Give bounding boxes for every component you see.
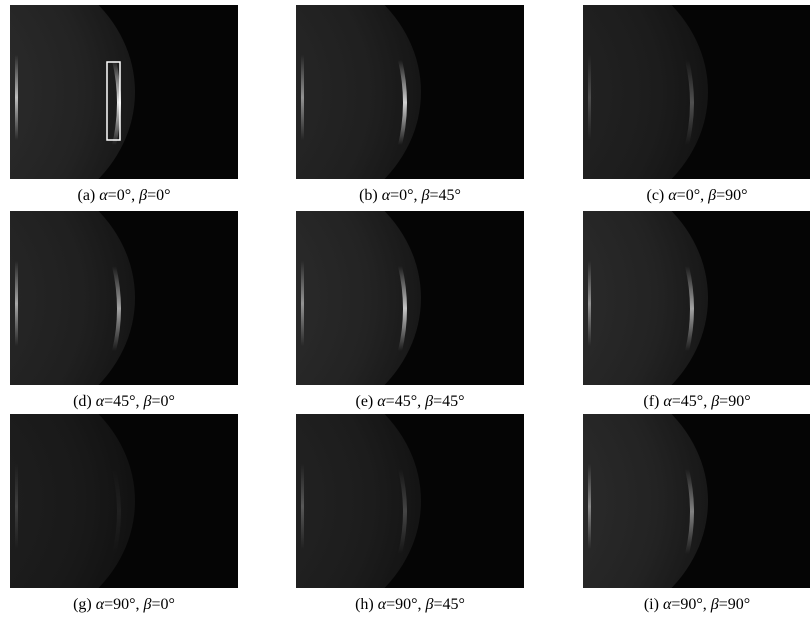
caption-part: (h) xyxy=(355,596,378,613)
caption-part: =45° xyxy=(434,596,465,613)
edge-line xyxy=(301,55,304,140)
caption-part: =0° xyxy=(152,596,175,613)
edge-line xyxy=(588,464,591,549)
caption-part: =90°, xyxy=(671,596,710,613)
caption-part: β xyxy=(710,393,719,410)
caption-part: =90°, xyxy=(104,596,143,613)
caption: (f) α=45°, β=90° xyxy=(643,393,750,410)
caption: (i) α=90°, β=90° xyxy=(644,596,750,613)
caption: (a) α=0°, β=0° xyxy=(78,187,171,204)
caption-part: (e) xyxy=(356,393,378,410)
caption-part: =0°, xyxy=(108,187,139,204)
caption-part: =0°, xyxy=(677,187,708,204)
caption: (e) α=45°, β=45° xyxy=(356,393,465,410)
caption-part: =45°, xyxy=(672,393,711,410)
caption: (h) α=90°, β=45° xyxy=(355,596,465,613)
caption-part: β xyxy=(138,187,147,204)
caption-part: =90° xyxy=(716,187,747,204)
caption-part: =90° xyxy=(719,596,750,613)
caption-part: =45° xyxy=(433,393,464,410)
caption-part: =45°, xyxy=(104,393,143,410)
caption-part: (c) xyxy=(647,187,669,204)
caption-part: =90°, xyxy=(386,596,425,613)
caption: (b) α=0°, β=45° xyxy=(359,187,461,204)
edge-line xyxy=(301,464,304,549)
caption: (g) α=90°, β=0° xyxy=(73,596,175,613)
caption-part: =45°, xyxy=(386,393,425,410)
caption-part: =45° xyxy=(430,187,461,204)
caption-part: β xyxy=(710,596,719,613)
caption: (d) α=45°, β=0° xyxy=(73,393,175,410)
edge-line xyxy=(15,261,18,346)
caption-part: (g) xyxy=(73,596,96,613)
caption-part: =0° xyxy=(147,187,170,204)
edge-line xyxy=(588,55,591,140)
figure: (a) α=0°, β=0° (b) α=0°, β=45° (c) α=0°, β… xyxy=(0,0,810,621)
edge-line xyxy=(588,261,591,346)
caption-part: (b) xyxy=(359,187,382,204)
caption-part: (a) xyxy=(78,187,100,204)
caption-part: β xyxy=(143,596,152,613)
caption-part: β xyxy=(424,393,433,410)
caption-part: =0°, xyxy=(390,187,421,204)
caption-part: β xyxy=(425,596,434,613)
caption-part: (i) xyxy=(644,596,663,613)
caption-part: (d) xyxy=(73,393,96,410)
caption-part: β xyxy=(421,187,430,204)
caption-part: =90° xyxy=(719,393,750,410)
caption-part: β xyxy=(707,187,716,204)
edge-line xyxy=(301,261,304,346)
caption: (c) α=0°, β=90° xyxy=(647,187,748,204)
caption-part: (f) xyxy=(643,393,663,410)
edge-line xyxy=(15,464,18,549)
caption-part: β xyxy=(143,393,152,410)
edge-line xyxy=(15,55,18,140)
caption-part: =0° xyxy=(152,393,175,410)
